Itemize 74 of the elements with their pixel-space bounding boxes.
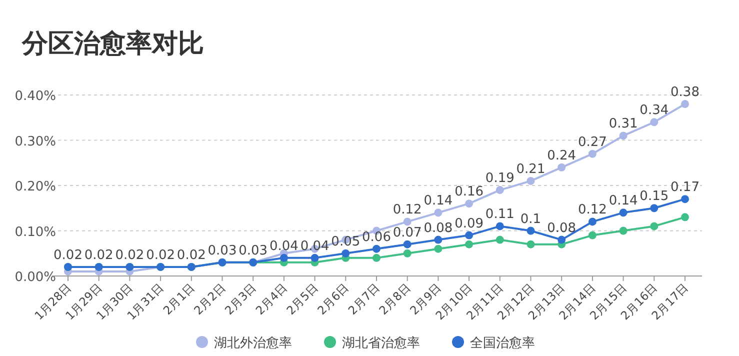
point <box>650 204 658 212</box>
legend-label: 湖北外治愈率 <box>214 335 292 351</box>
point <box>558 236 566 244</box>
point <box>619 226 628 235</box>
point <box>403 249 412 258</box>
legend-label: 湖北省治愈率 <box>342 335 420 351</box>
data-label: 0.07 <box>392 225 422 240</box>
data-label: 0.09 <box>454 216 484 232</box>
data-label: 0.21 <box>516 162 546 177</box>
data-label: 0.14 <box>608 194 638 209</box>
data-label: 0.05 <box>331 234 360 250</box>
point <box>650 222 658 230</box>
data-label: 0.34 <box>640 103 669 118</box>
chart-title: 分区治愈率对比 <box>21 29 204 59</box>
point <box>496 222 504 230</box>
point <box>681 100 689 108</box>
point <box>434 236 442 244</box>
data-label: 0.19 <box>485 171 514 186</box>
point <box>310 254 319 262</box>
point <box>403 218 412 226</box>
data-label: 0.38 <box>670 85 700 100</box>
data-label: 0.03 <box>208 243 237 258</box>
point <box>588 218 596 226</box>
data-label: 0.17 <box>670 180 700 196</box>
point <box>619 132 628 140</box>
point <box>588 150 596 158</box>
point <box>681 195 689 204</box>
y-tick-label: 0.30% <box>14 134 56 150</box>
point <box>372 254 380 262</box>
point <box>342 249 350 258</box>
point <box>465 200 474 208</box>
point <box>526 226 535 235</box>
legend-label: 全国治愈率 <box>470 335 535 351</box>
point <box>681 213 689 222</box>
y-tick-label: 0.10% <box>14 224 56 240</box>
data-label: 0.02 <box>54 248 82 263</box>
data-label: 0.24 <box>547 148 576 164</box>
data-label: 0.27 <box>578 134 607 150</box>
point <box>526 176 535 185</box>
data-label: 0.02 <box>176 248 206 263</box>
point <box>434 208 442 217</box>
data-label: 0.02 <box>115 248 144 263</box>
point <box>372 244 380 253</box>
point <box>465 240 474 248</box>
y-tick-label: 0.20% <box>14 180 56 194</box>
data-label: 0.02 <box>146 248 176 263</box>
point <box>526 240 535 248</box>
data-label: 0.08 <box>547 220 576 236</box>
point <box>496 186 504 194</box>
point <box>403 240 412 248</box>
data-label: 0.12 <box>392 202 422 218</box>
data-label: 0.08 <box>424 220 453 236</box>
point <box>434 244 442 253</box>
point <box>558 163 566 172</box>
data-label: 0.15 <box>640 189 669 204</box>
data-label: 0.04 <box>269 238 298 254</box>
y-tick-label: 0.40% <box>14 89 56 104</box>
point <box>588 231 596 240</box>
data-label: 0.02 <box>84 248 114 263</box>
data-label: 0.1 <box>520 212 542 227</box>
data-label: 0.06 <box>362 230 391 245</box>
data-label: 0.03 <box>238 243 268 258</box>
y-tick-label: 0.00% <box>14 270 56 285</box>
point <box>280 254 288 262</box>
data-label: 0.14 <box>424 194 453 209</box>
point <box>650 118 658 126</box>
data-label: 0.04 <box>300 238 330 254</box>
data-label: 0.11 <box>485 207 514 222</box>
point <box>465 231 474 240</box>
point <box>619 208 628 217</box>
data-label: 0.12 <box>578 202 607 218</box>
data-label: 0.31 <box>608 116 638 132</box>
point <box>496 236 504 244</box>
data-label: 0.16 <box>454 184 484 200</box>
